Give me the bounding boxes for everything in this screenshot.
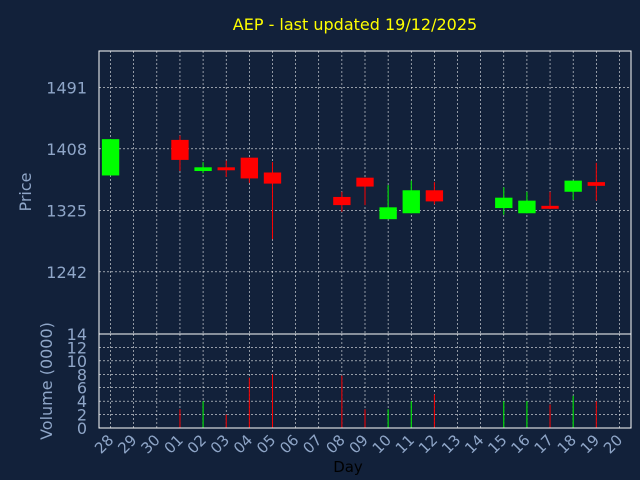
candle-body xyxy=(101,139,120,176)
candle-body xyxy=(541,205,559,209)
volume-plot-frame xyxy=(98,333,632,429)
candle-body xyxy=(379,207,397,220)
volume-tick-label: 0 xyxy=(77,419,87,438)
candle-body xyxy=(587,182,605,186)
price-axis-ticks: 1242 1325 1408 1491 xyxy=(46,78,87,281)
candles xyxy=(101,135,605,240)
candle-body xyxy=(356,177,374,187)
candle-body xyxy=(194,167,212,172)
y-axis-label-price: Price xyxy=(16,172,35,211)
candle-body xyxy=(217,167,235,171)
price-tick-label: 1325 xyxy=(46,201,87,220)
price-tick-label: 1491 xyxy=(46,78,87,97)
candle-body xyxy=(240,157,259,179)
volume-tick-label: 2 xyxy=(77,406,87,425)
x-axis-label: Day xyxy=(333,458,363,476)
volume-grid xyxy=(99,334,631,428)
price-tick-label: 1408 xyxy=(46,140,87,159)
candle-body xyxy=(333,196,351,206)
volume-tick-label: 4 xyxy=(77,392,87,411)
x-tick-label: 20 xyxy=(600,431,626,457)
volume-tick-label: 8 xyxy=(77,365,87,384)
price-tick-label: 1242 xyxy=(46,263,87,282)
candle-body xyxy=(402,190,420,214)
chart-title: AEP - last updated 19/12/2025 xyxy=(233,15,477,34)
volume-tick-label: 14 xyxy=(67,325,87,344)
candle-body xyxy=(495,197,513,209)
candle-body xyxy=(263,172,282,184)
candle-body xyxy=(518,200,536,214)
candle-body xyxy=(564,180,582,192)
volume-tick-label: 12 xyxy=(67,338,87,357)
volume-bars xyxy=(179,374,597,428)
y-axis-label-volume: Volume (0000) xyxy=(37,322,56,440)
candle-body xyxy=(171,139,189,160)
volume-tick-label: 6 xyxy=(77,379,87,398)
candle-body xyxy=(425,190,444,202)
volume-tick-label: 10 xyxy=(67,352,87,371)
x-axis-ticks: 2829300102030405060708091011121314151617… xyxy=(91,431,626,457)
